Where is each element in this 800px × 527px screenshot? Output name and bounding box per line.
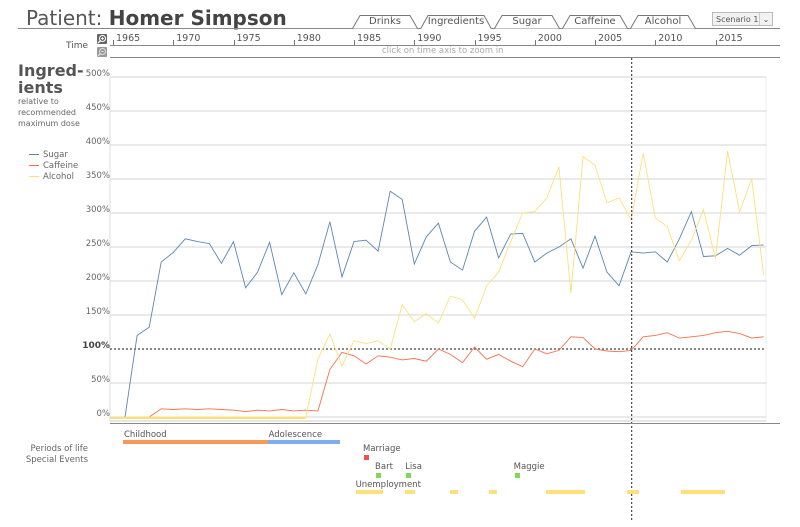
unemployment-bar[interactable] <box>355 490 384 494</box>
unemployment-bar[interactable] <box>449 490 458 494</box>
year-tick <box>655 40 657 45</box>
y-tick-label: 250% <box>85 239 110 249</box>
time-axis-zoom-strip[interactable] <box>110 57 780 58</box>
periods-of-life-label: Periods of life <box>30 444 88 454</box>
y-tick-label: 0% <box>96 409 111 419</box>
legend-swatch-caffeine <box>29 165 39 166</box>
year-label: 1985 <box>357 33 382 44</box>
unemployment-bar[interactable] <box>404 490 415 494</box>
tab-caffeine[interactable]: Caffeine <box>562 14 628 29</box>
year-tick <box>474 40 476 45</box>
special-events-label: Special Events <box>25 455 88 465</box>
tab-drinks[interactable]: Drinks <box>352 14 418 29</box>
scenario-value: Scenario 1 <box>716 15 759 24</box>
tab-sugar[interactable]: Sugar <box>494 14 560 29</box>
year-tick <box>173 40 175 45</box>
period-bar-childhood[interactable] <box>123 440 268 444</box>
series-alcohol <box>125 151 765 418</box>
subtitle-line2: recommended <box>18 108 76 117</box>
year-label: 2015 <box>718 33 743 44</box>
y-tick-label: 450% <box>85 103 110 113</box>
chevron-down-icon: ⌄ <box>759 13 772 25</box>
unemployment-bar[interactable] <box>626 490 639 494</box>
y-tick-label: 200% <box>85 273 110 283</box>
year-tick <box>414 40 416 45</box>
year-label: 1975 <box>236 33 261 44</box>
year-label: 2005 <box>598 33 623 44</box>
time-axis-label: Time <box>66 41 89 51</box>
page-title: Patient: Homer Simpson <box>26 6 287 30</box>
legend-item-caffeine[interactable]: Caffeine <box>29 161 78 172</box>
subtitle-line3: maximum dose <box>18 119 80 128</box>
chart-title-line2: ients <box>18 78 63 97</box>
year-tick <box>113 40 114 45</box>
y-tick-label: 400% <box>85 137 110 147</box>
chart-subtitle: relative to recommended maximum dose <box>18 96 80 129</box>
scenario-select[interactable]: Scenario 1 ⌄ <box>712 12 773 26</box>
legend-label: Caffeine <box>43 161 79 171</box>
tab-label: Sugar <box>512 16 542 27</box>
event-label: Marriage <box>363 444 401 454</box>
y-tick-label: 300% <box>85 205 110 215</box>
legend-item-sugar[interactable]: Sugar <box>29 150 78 161</box>
y-tick-label: 150% <box>85 307 110 317</box>
year-tick <box>715 40 717 45</box>
event-label: Lisa <box>405 462 422 472</box>
zoom-in-icon[interactable] <box>97 34 107 44</box>
event-marker-bart[interactable] <box>376 473 382 478</box>
chart-legend: Sugar Caffeine Alcohol <box>29 150 78 183</box>
patient-name: Homer Simpson <box>108 6 287 30</box>
legend-label: Sugar <box>43 150 68 160</box>
tab-ingredients[interactable]: Ingredients <box>420 14 492 29</box>
chart-title-line1: Ingred- <box>18 61 84 80</box>
tab-alcohol[interactable]: Alcohol <box>630 14 696 29</box>
event-label: Bart <box>375 462 393 472</box>
series-caffeine <box>125 330 764 418</box>
event-marker-lisa[interactable] <box>406 473 412 478</box>
period-bar-adolescence[interactable] <box>267 440 340 444</box>
unemployment-bar[interactable] <box>680 490 726 494</box>
year-label: 2000 <box>537 33 562 44</box>
unemployment-label: Unemployment <box>355 480 421 490</box>
legend-swatch-sugar <box>29 154 39 155</box>
event-marker-maggie[interactable] <box>514 473 520 478</box>
unemployment-bar[interactable] <box>545 490 585 494</box>
period-label: Adolescence <box>268 430 323 440</box>
y-tick-label: 50% <box>91 375 110 385</box>
subtitle-line1: relative to <box>18 97 59 106</box>
year-tick <box>354 40 355 45</box>
time-axis[interactable] <box>110 45 780 46</box>
y-tick-label: 500% <box>85 69 110 79</box>
year-label: 1995 <box>477 33 502 44</box>
chart-title: Ingred- ients <box>18 62 84 96</box>
timeline-divider <box>110 423 780 424</box>
year-tick <box>595 40 596 45</box>
zoom-out-icon[interactable] <box>97 47 107 57</box>
legend-label: Alcohol <box>43 172 74 182</box>
tab-label: Caffeine <box>574 16 616 27</box>
period-label: Childhood <box>124 430 167 440</box>
tab-label: Alcohol <box>644 16 682 27</box>
title-prefix: Patient: <box>26 6 109 30</box>
legend-swatch-alcohol <box>29 176 39 177</box>
tab-label: Drinks <box>369 16 401 27</box>
legend-item-alcohol[interactable]: Alcohol <box>29 172 78 183</box>
year-label: 2010 <box>658 33 683 44</box>
year-label: 1965 <box>116 33 141 44</box>
year-tick <box>293 40 295 45</box>
event-marker-marriage[interactable] <box>364 455 369 460</box>
year-label: 1980 <box>296 33 321 44</box>
tab-label: Ingredients <box>427 16 485 27</box>
unemployment-bar[interactable] <box>489 490 497 494</box>
y-tick-label: 100% <box>82 341 110 351</box>
event-label: Maggie <box>513 462 545 472</box>
series-sugar <box>124 190 764 418</box>
year-label: 1970 <box>176 33 201 44</box>
year-tick <box>233 40 235 45</box>
year-tick <box>534 40 536 45</box>
y-tick-label: 350% <box>85 171 110 181</box>
zoom-hint: click on time axis to zoom in <box>382 46 504 56</box>
year-label: 1990 <box>417 33 442 44</box>
